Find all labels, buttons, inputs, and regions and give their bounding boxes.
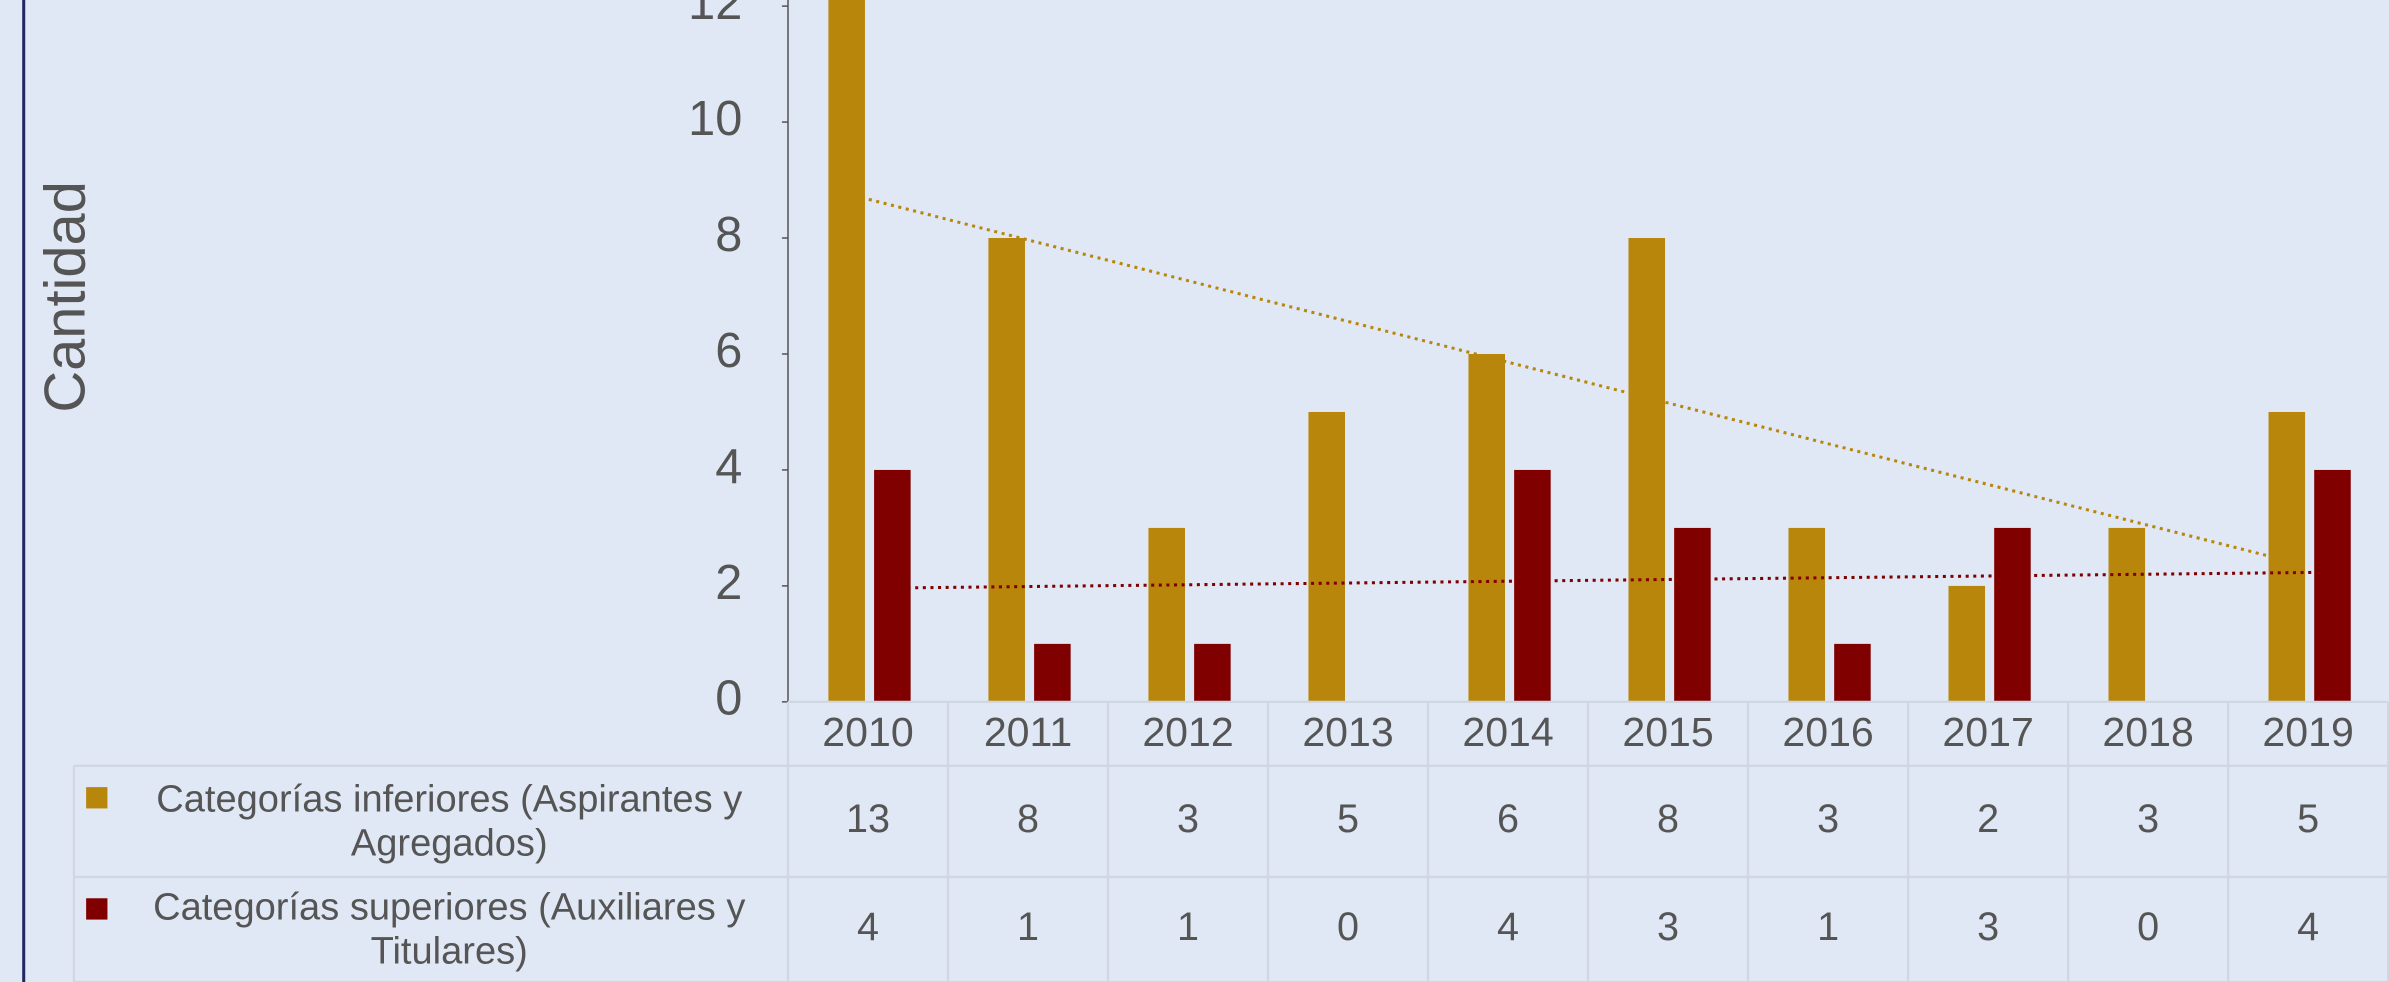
table-value: 4 xyxy=(2297,905,2319,949)
table-value: 5 xyxy=(2297,797,2319,841)
table-value: 3 xyxy=(1977,905,1999,949)
bar xyxy=(988,238,1025,702)
y-tick-label: 8 xyxy=(715,208,742,262)
legend-label-box: Categorías inferiores (Aspirantes y Agre… xyxy=(156,777,743,865)
x-tick-label: 2017 xyxy=(1942,709,2033,755)
table-value: 3 xyxy=(1657,905,1679,949)
bar xyxy=(1148,527,1185,702)
table-value: 6 xyxy=(1497,797,1519,841)
table-value: 3 xyxy=(1817,797,1839,841)
bar xyxy=(1034,643,1071,702)
legend-key xyxy=(86,898,108,920)
bar xyxy=(2314,469,2351,702)
y-tick-label: 12 xyxy=(688,0,742,30)
x-tick-label: 2013 xyxy=(1302,709,1393,755)
legend-key xyxy=(86,787,108,809)
table-value: 4 xyxy=(857,905,879,949)
y-tick-label: 10 xyxy=(688,92,742,146)
x-tick-label: 2011 xyxy=(984,709,1072,755)
x-tick-label: 2012 xyxy=(1142,709,1233,755)
x-tick-label: 2014 xyxy=(1462,709,1553,755)
bar xyxy=(1834,643,1871,702)
y-axis-label: Cantidad xyxy=(34,181,98,413)
table-value: 3 xyxy=(1177,797,1199,841)
bar xyxy=(2268,411,2306,702)
table-value: 5 xyxy=(1337,797,1359,841)
x-tick-label: 2018 xyxy=(2102,709,2193,755)
bar xyxy=(1674,527,1711,702)
table-value: 8 xyxy=(1657,797,1679,841)
legend-label: Categorías superiores (Auxiliares y Titu… xyxy=(153,885,746,973)
bar xyxy=(1948,585,1986,702)
table-value: 1 xyxy=(1177,905,1199,949)
y-tick-label: 4 xyxy=(715,440,742,494)
table-value: 4 xyxy=(1497,905,1519,949)
bar xyxy=(1308,411,1345,702)
bar xyxy=(874,469,911,702)
table-value: 0 xyxy=(1337,905,1359,949)
table-value: 13 xyxy=(846,797,890,841)
table-value: 8 xyxy=(1017,797,1039,841)
table-value: 1 xyxy=(1017,905,1039,949)
y-tick-label: 2 xyxy=(715,556,742,610)
bar xyxy=(1628,238,1666,702)
legend-label: Categorías inferiores (Aspirantes y Agre… xyxy=(156,777,743,865)
table-value: 3 xyxy=(2137,797,2159,841)
bar xyxy=(1468,353,1506,702)
table-value: 2 xyxy=(1977,797,1999,841)
bar xyxy=(1514,469,1551,702)
x-tick-label: 2019 xyxy=(2262,709,2353,755)
legend-label-box: Categorías superiores (Auxiliares y Titu… xyxy=(153,885,746,973)
y-tick-label: 0 xyxy=(715,672,742,726)
y-tick-label: 6 xyxy=(715,324,742,378)
bar xyxy=(2108,527,2146,702)
x-tick-label: 2015 xyxy=(1622,709,1713,755)
table-value: 1 xyxy=(1817,905,1839,949)
bar xyxy=(828,0,865,702)
table-value: 0 xyxy=(2137,905,2159,949)
bar xyxy=(1194,643,1231,702)
bar xyxy=(1994,527,2031,702)
x-tick-label: 2016 xyxy=(1782,709,1873,755)
x-tick-label: 2010 xyxy=(822,709,913,755)
bar xyxy=(1788,527,1826,702)
